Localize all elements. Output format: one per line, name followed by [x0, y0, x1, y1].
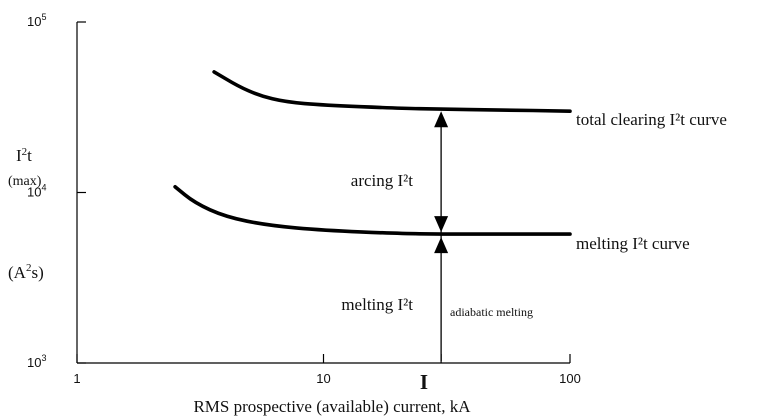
x-axis-label: RMS prospective (available) current, kA: [193, 397, 471, 416]
y-tick-label: 103: [27, 353, 46, 370]
adiabatic-melting-label: adiabatic melting: [450, 305, 533, 319]
y-tick-label: 105: [27, 12, 46, 29]
y-axis-label-quantity: I2t: [16, 146, 32, 165]
y-axis-label-max: (max): [8, 174, 42, 189]
melting-i2t-label: melting I²t: [341, 295, 413, 314]
x-tick-label: 100: [559, 371, 581, 386]
current-marker-label: I: [420, 370, 428, 394]
melting-curve: [173, 185, 572, 236]
arcing-arrow-head-down: [434, 216, 449, 233]
y-axis-ticks: 103 104 105: [27, 12, 86, 370]
arcing-arrow-head-up: [434, 111, 449, 128]
arrows: [434, 111, 449, 361]
curves: [173, 70, 572, 236]
x-tick-label: 10: [316, 371, 330, 386]
melting-curve-label: melting I²t curve: [576, 234, 690, 253]
y-axis-label-units: (A2s): [8, 262, 44, 282]
x-tick-label: 1: [73, 371, 80, 386]
total-clearing-curve-label: total clearing I²t curve: [576, 110, 727, 129]
arcing-i2t-label: arcing I²t: [351, 171, 413, 190]
x-axis-ticks: 1 10 100: [73, 354, 581, 386]
y-tick-label: 104: [27, 183, 46, 200]
total-clearing-curve: [212, 70, 572, 113]
melting-arrow-head-up: [434, 237, 449, 254]
